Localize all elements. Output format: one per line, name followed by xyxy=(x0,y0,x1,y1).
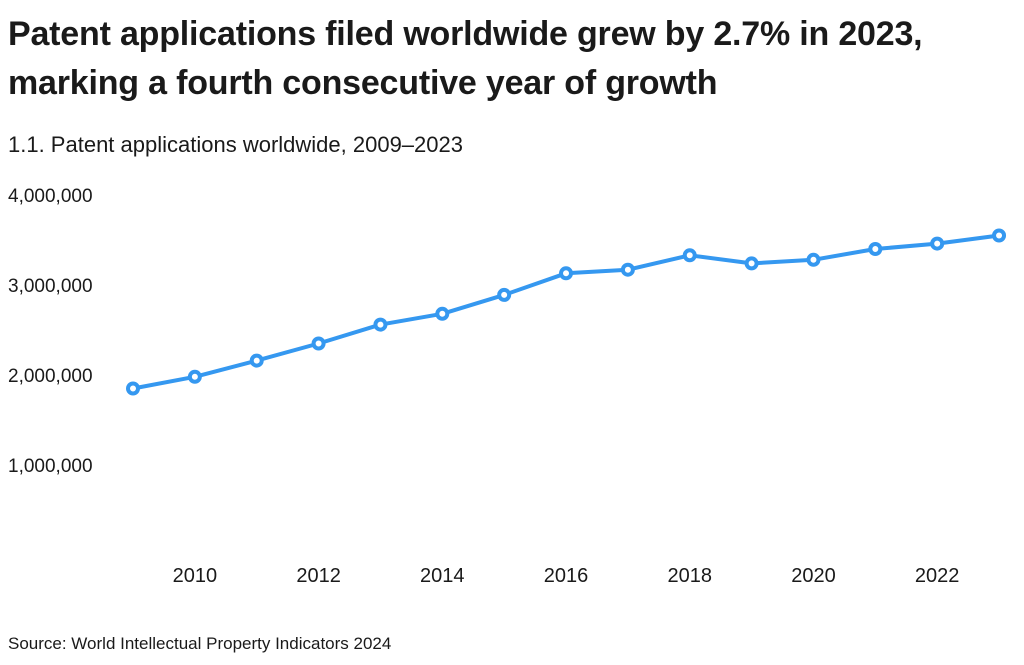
y-tick-label: 3,000,000 xyxy=(8,276,93,297)
data-point-2021 xyxy=(868,242,883,256)
data-point-2019 xyxy=(744,256,759,271)
data-point-2012 xyxy=(311,336,326,351)
data-point-2015 xyxy=(497,287,512,302)
y-tick-label: 1,000,000 xyxy=(8,456,93,477)
y-tick-label: 2,000,000 xyxy=(8,366,93,387)
chart-title: Patent applications filed worldwide grew… xyxy=(8,15,923,102)
x-tick-label: 2018 xyxy=(667,565,712,587)
data-line xyxy=(131,233,1002,391)
x-tick-label: 2016 xyxy=(544,565,589,587)
x-tick-label: 2020 xyxy=(791,565,836,587)
x-tick-label: 2012 xyxy=(296,565,341,587)
data-point-2011 xyxy=(249,353,264,368)
data-point-2016 xyxy=(559,266,574,281)
data-point-2020 xyxy=(806,252,821,267)
data-point-2022 xyxy=(930,236,945,251)
x-tick-label: 2014 xyxy=(420,565,465,587)
data-point-2014 xyxy=(435,306,450,321)
data-point-2023 xyxy=(992,228,1007,243)
source-note: Source: World Intellectual Property Indi… xyxy=(8,634,392,653)
chart-subtitle: 1.1. Patent applications worldwide, 2009… xyxy=(8,132,463,157)
data-point-2018 xyxy=(682,248,697,263)
y-axis: 1,000,000 2,000,000 3,000,000 4,000,000 xyxy=(8,186,93,477)
data-series xyxy=(126,228,1007,396)
data-point-2013 xyxy=(373,317,388,332)
data-point-2017 xyxy=(620,262,635,277)
data-point-2010 xyxy=(187,369,202,384)
x-tick-label: 2010 xyxy=(173,565,218,587)
data-point-2009 xyxy=(126,381,140,396)
x-tick-label: 2022 xyxy=(915,565,960,587)
x-axis: 2010 2012 2014 2016 2018 2020 2022 xyxy=(173,565,960,587)
y-tick-label: 4,000,000 xyxy=(8,186,93,207)
